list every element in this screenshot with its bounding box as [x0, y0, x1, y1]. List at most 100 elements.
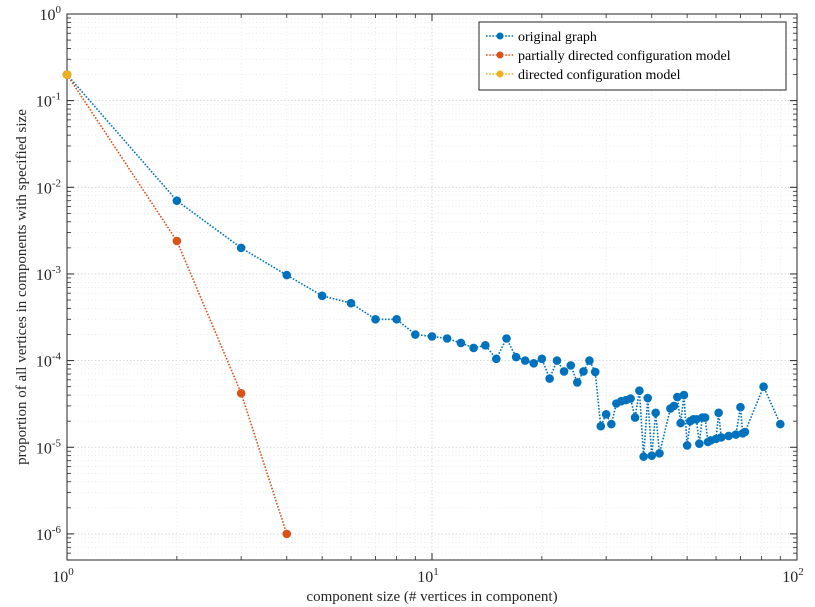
data-point — [236, 388, 246, 398]
data-point — [282, 529, 292, 539]
x-tick-label-base: 10 — [52, 569, 68, 586]
legend-swatch-marker — [496, 32, 504, 40]
x-tick-label: 102 — [782, 566, 804, 586]
data-point — [736, 402, 745, 412]
legend-box — [478, 21, 787, 91]
data-point — [236, 243, 246, 253]
data-point — [481, 341, 490, 350]
data-point — [601, 410, 611, 419]
y-tick-label-exponent: -4 — [52, 351, 62, 363]
data-point — [566, 361, 576, 370]
y-axis-label: proportion of all vertices in components… — [14, 109, 30, 465]
y-tick-label: 10-1 — [36, 91, 61, 111]
y-tick-label-base: 10 — [36, 440, 52, 457]
data-point — [442, 334, 452, 343]
data-point — [469, 343, 478, 353]
x-tick-label-exponent: 1 — [433, 566, 439, 578]
y-tick-label: 10-6 — [36, 524, 62, 544]
data-point — [392, 314, 401, 324]
data-point — [639, 452, 648, 461]
x-tick-label-exponent: 2 — [798, 566, 804, 578]
data-point — [607, 419, 616, 429]
y-tick-label-exponent: -2 — [52, 177, 61, 189]
data-point — [700, 413, 710, 422]
x-tick-label: 100 — [52, 566, 74, 586]
y-tick-label: 100 — [40, 4, 62, 24]
data-point — [669, 401, 679, 411]
y-tick-label-base: 10 — [36, 180, 52, 197]
series-0 — [62, 70, 785, 461]
series-line — [66, 74, 288, 535]
x-tick-label-base: 10 — [417, 569, 433, 586]
data-point — [552, 356, 562, 365]
y-tick-label-base: 10 — [36, 267, 52, 284]
data-point — [716, 433, 726, 442]
data-point — [520, 356, 530, 365]
data-point — [714, 408, 723, 418]
data-point — [740, 427, 750, 437]
data-point — [759, 382, 768, 391]
data-point — [491, 354, 501, 364]
x-tick-label-exponent: 0 — [68, 566, 74, 578]
data-point — [643, 393, 653, 403]
y-tick-label: 10-5 — [36, 437, 62, 457]
data-point — [572, 378, 582, 387]
data-point — [427, 332, 437, 341]
data-point — [545, 374, 554, 383]
data-point — [172, 196, 182, 206]
y-tick-label-exponent: -3 — [52, 264, 62, 276]
data-point — [172, 236, 182, 246]
legend-swatch-marker — [496, 51, 504, 59]
y-tick-label-base: 10 — [36, 354, 52, 371]
data-point — [590, 367, 600, 377]
data-point — [682, 441, 692, 450]
legend-entry-label: partially directed configuration model — [518, 49, 731, 64]
y-tick-label-base: 10 — [40, 7, 56, 24]
data-point — [410, 330, 420, 339]
x-tick-label: 101 — [417, 566, 439, 586]
legend-swatch-marker — [496, 70, 504, 78]
grid — [66, 14, 797, 561]
data-point — [630, 413, 640, 422]
y-tick-label-exponent: -6 — [52, 524, 62, 536]
data-point — [62, 70, 72, 79]
y-tick-label: 10-2 — [36, 177, 61, 197]
x-tick-labels: 100 101 102 — [52, 566, 804, 586]
data-point — [282, 270, 292, 280]
data-point — [371, 314, 380, 324]
series-2 — [62, 70, 72, 79]
data-point — [679, 390, 689, 400]
y-tick-label-exponent: -1 — [52, 91, 61, 103]
data-point — [317, 291, 327, 301]
y-tick-label: 10-4 — [36, 351, 62, 371]
legend-entry-label: directed configuration model — [518, 68, 681, 83]
data-point — [635, 386, 644, 395]
data-point — [651, 408, 660, 418]
y-tick-label-base: 10 — [36, 94, 52, 111]
x-axis-label: component size (# vertices in component) — [306, 589, 557, 605]
series-line — [66, 74, 782, 457]
data-point — [456, 338, 466, 348]
data-point — [647, 451, 657, 460]
y-tick-label-exponent: -5 — [52, 437, 62, 449]
data-point — [511, 352, 521, 362]
data-point — [579, 367, 588, 376]
y-tick-label-exponent: 0 — [56, 4, 62, 16]
data-point — [529, 359, 539, 368]
x-tick-label-base: 10 — [782, 569, 798, 586]
data-point — [346, 298, 356, 308]
legend-entry-label: original graph — [518, 30, 597, 45]
data-point — [537, 354, 547, 364]
y-tick-label-base: 10 — [36, 527, 52, 544]
data-series — [62, 70, 785, 539]
data-point — [724, 431, 734, 441]
y-tick-label: 10-3 — [36, 264, 62, 284]
data-point — [585, 356, 594, 365]
data-point — [626, 394, 635, 403]
data-point — [502, 334, 511, 343]
data-point — [559, 367, 569, 376]
data-point — [695, 439, 704, 448]
data-point — [596, 421, 606, 431]
